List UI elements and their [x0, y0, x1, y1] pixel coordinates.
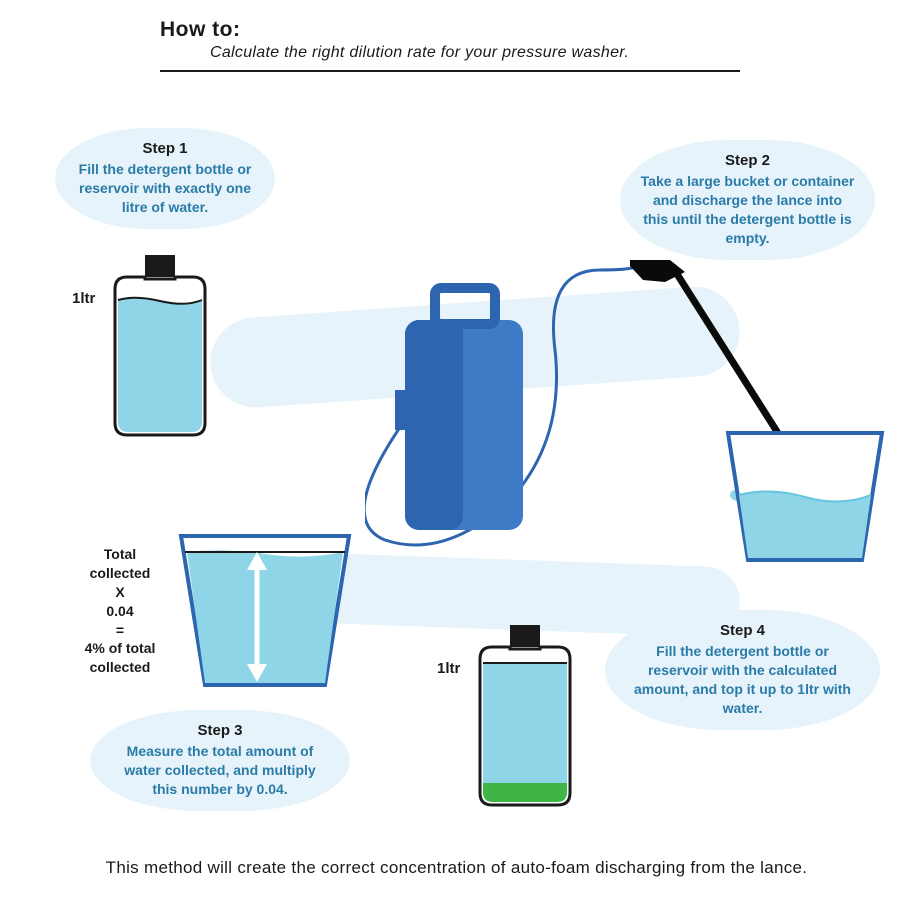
step4-title: Step 4	[625, 622, 860, 639]
formula-l1: Total	[65, 545, 175, 564]
header: How to: Calculate the right dilution rat…	[160, 18, 629, 62]
step4-callout: Step 4 Fill the detergent bottle or rese…	[605, 610, 880, 730]
title-rule	[160, 70, 740, 72]
subtitle: Calculate the right dilution rate for yo…	[210, 44, 629, 62]
formula-l5: =	[65, 621, 175, 640]
formula-l2: collected	[65, 564, 175, 583]
step1-callout: Step 1 Fill the detergent bottle or rese…	[55, 128, 275, 229]
formula-l6: 4% of total	[65, 639, 175, 658]
step3-callout: Step 3 Measure the total amount of water…	[90, 710, 350, 811]
bottle1-icon	[105, 255, 215, 445]
formula-l4: 0.04	[65, 602, 175, 621]
bucket2-icon	[720, 425, 890, 575]
bottle4-icon	[470, 625, 580, 815]
bucket3-icon	[175, 530, 355, 700]
formula-l3: X	[65, 583, 175, 602]
bottle1-label: 1ltr	[72, 290, 95, 307]
bottle4-label: 1ltr	[437, 660, 460, 677]
formula-l7: collected	[65, 658, 175, 677]
step2-callout: Step 2 Take a large bucket or container …	[620, 140, 875, 260]
step2-title: Step 2	[640, 152, 855, 169]
step1-text: Fill the detergent bottle or reservoir w…	[75, 160, 255, 217]
howto-title: How to:	[160, 18, 629, 42]
step3-text: Measure the total amount of water collec…	[110, 742, 330, 799]
step4-text: Fill the detergent bottle or reservoir w…	[625, 642, 860, 718]
step3-title: Step 3	[110, 722, 330, 739]
footer-text: This method will create the correct conc…	[0, 858, 913, 878]
step2-text: Take a large bucket or container and dis…	[640, 172, 855, 248]
step1-title: Step 1	[75, 140, 255, 157]
formula-text: Total collected X 0.04 = 4% of total col…	[65, 545, 175, 677]
